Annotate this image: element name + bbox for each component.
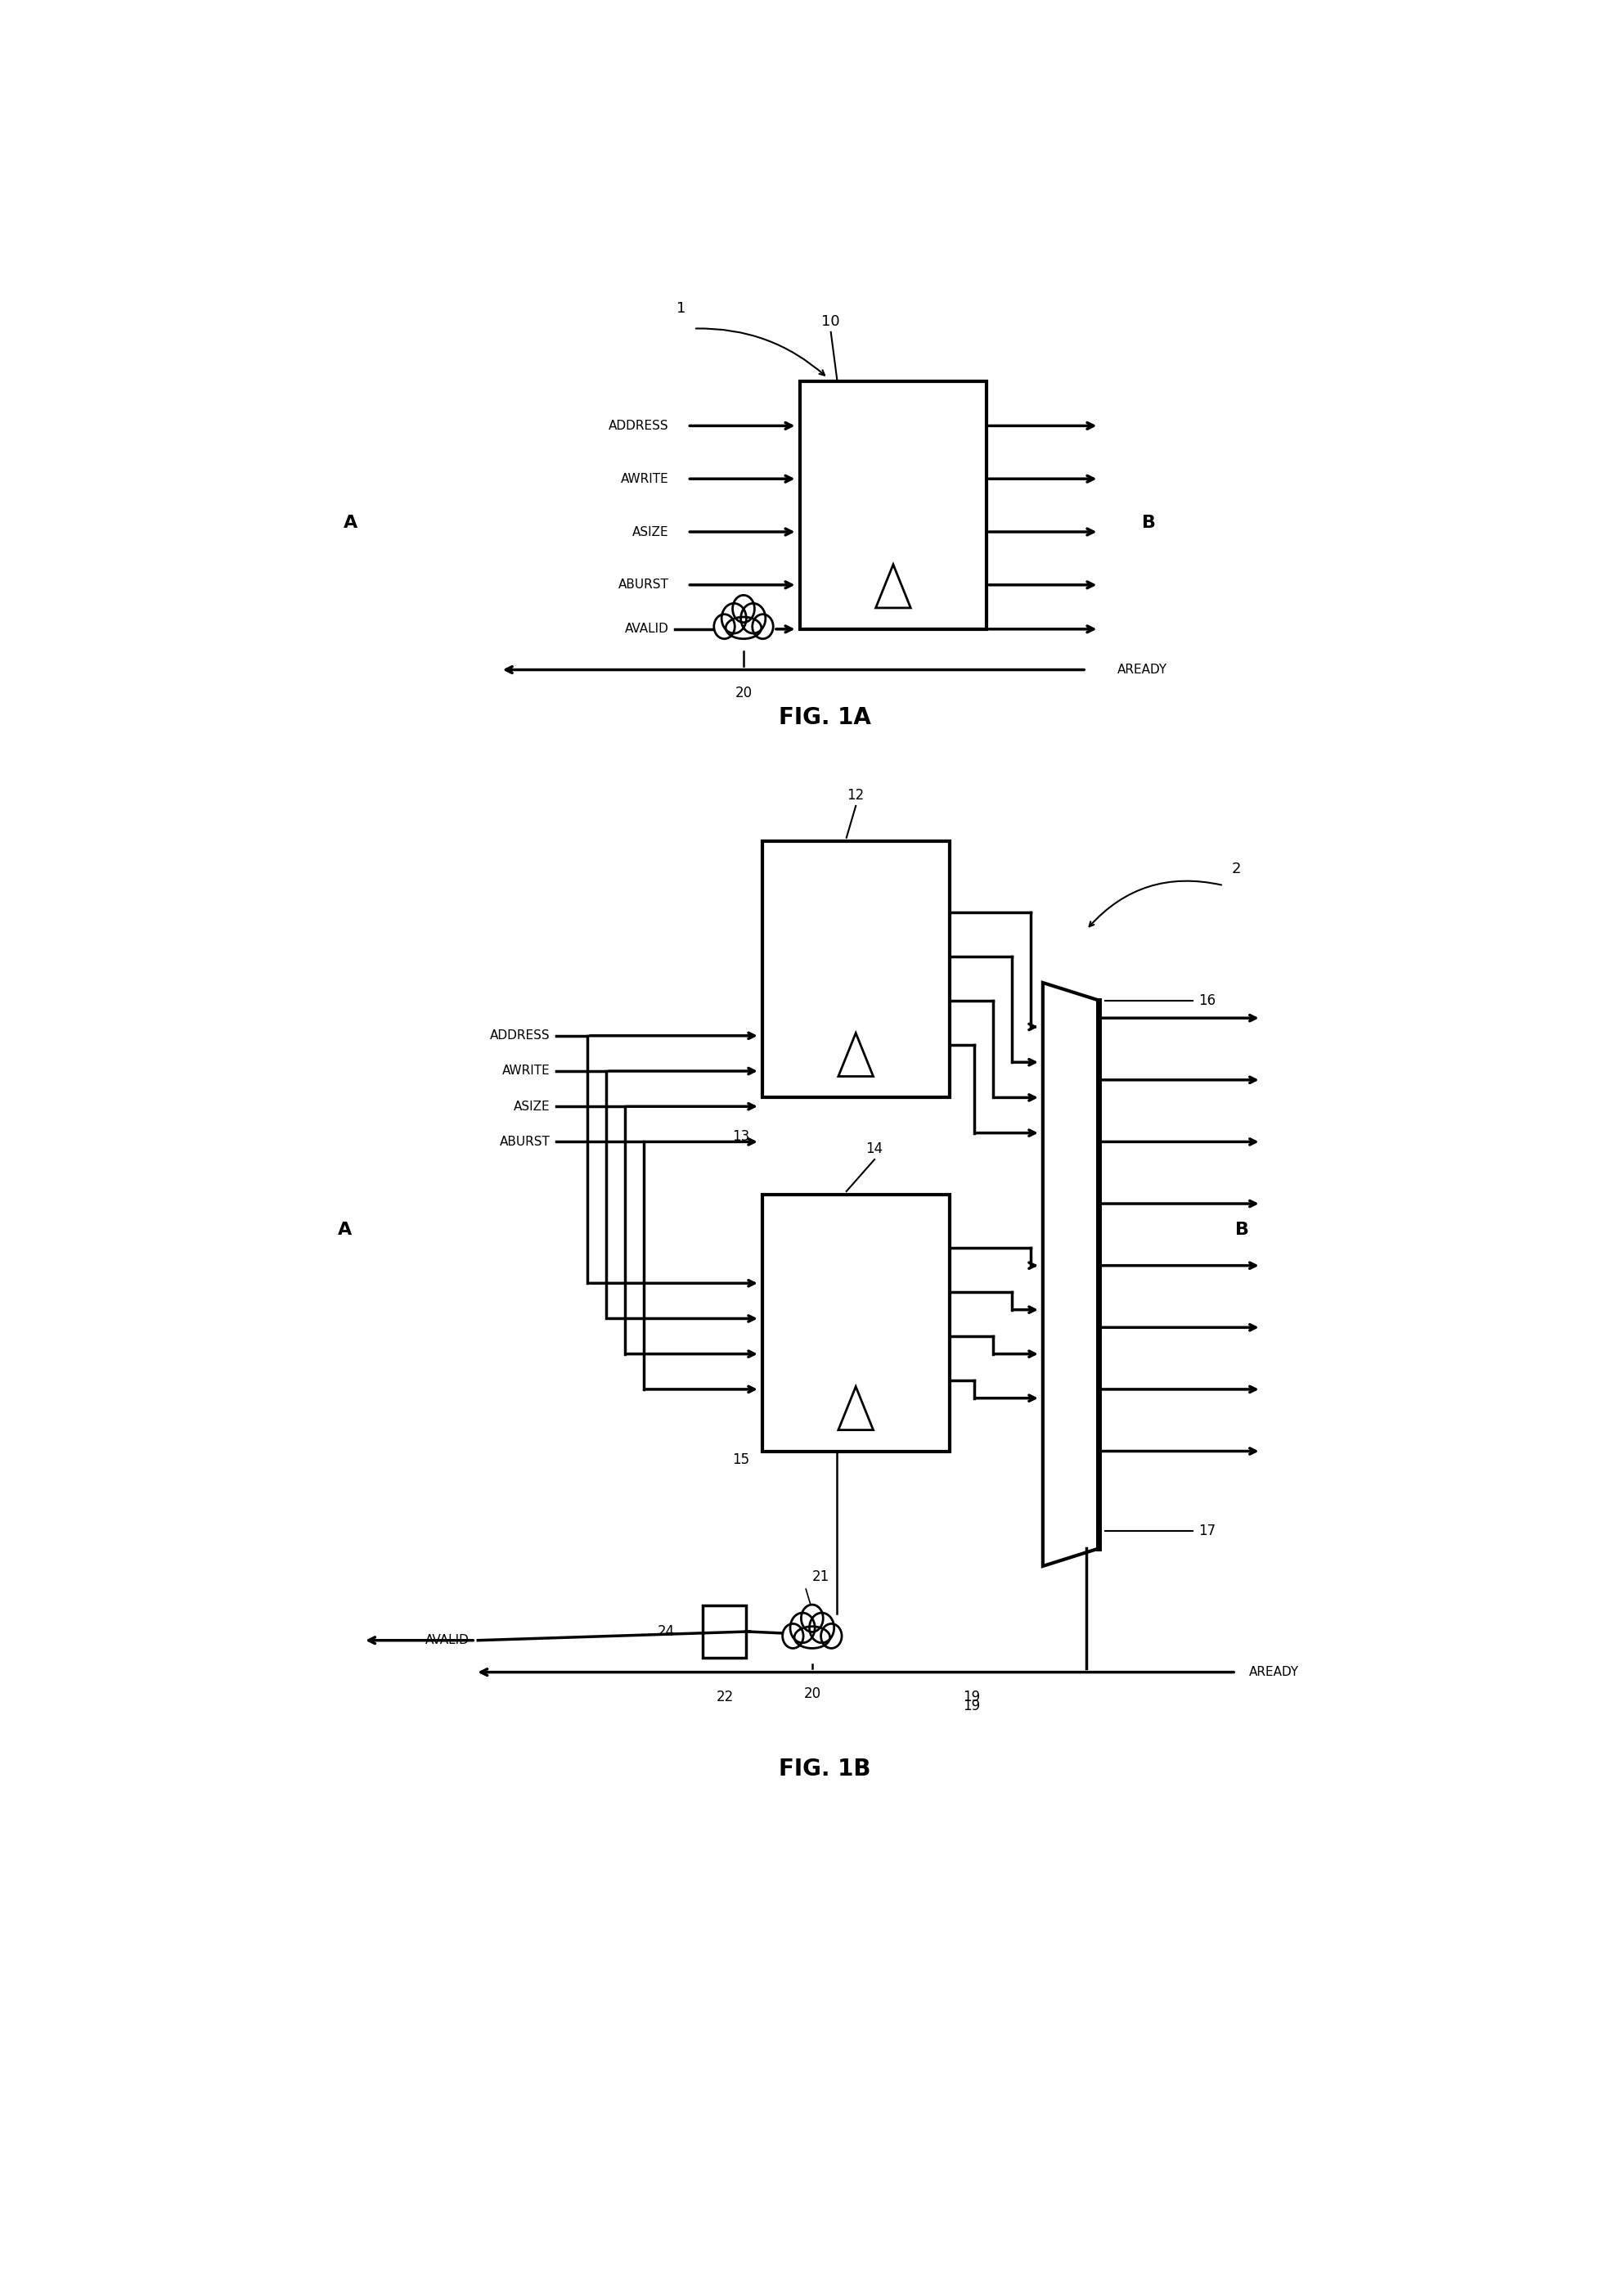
Text: B: B [1236, 1221, 1249, 1238]
Text: B: B [1142, 514, 1155, 530]
Text: FIG. 1B: FIG. 1B [779, 1759, 870, 1782]
Text: 24: 24 [658, 1623, 674, 1639]
Ellipse shape [753, 615, 774, 638]
Text: ADDRESS: ADDRESS [491, 1029, 550, 1042]
Text: FIG. 1A: FIG. 1A [779, 707, 870, 728]
Text: AVALID: AVALID [624, 622, 669, 636]
Ellipse shape [795, 1626, 830, 1649]
Bar [763, 1194, 949, 1451]
Text: AWRITE: AWRITE [502, 1065, 550, 1077]
Ellipse shape [790, 1612, 814, 1644]
Ellipse shape [782, 1623, 803, 1649]
Text: 1: 1 [676, 301, 685, 317]
Text: AVALID: AVALID [425, 1635, 470, 1646]
Text: ASIZE: ASIZE [513, 1100, 550, 1114]
Text: 15: 15 [732, 1453, 750, 1467]
Text: ASIZE: ASIZE [632, 526, 669, 537]
Text: AREADY: AREADY [1118, 664, 1168, 675]
Ellipse shape [809, 1612, 833, 1644]
Text: 2: 2 [1231, 861, 1241, 877]
Text: ADDRESS: ADDRESS [608, 420, 669, 432]
Text: 20: 20 [735, 687, 751, 700]
Text: A: A [344, 514, 357, 530]
Text: 13: 13 [732, 1130, 750, 1143]
Text: 16: 16 [1199, 992, 1216, 1008]
Text: 20: 20 [803, 1685, 821, 1701]
Text: A: A [338, 1221, 352, 1238]
Text: AWRITE: AWRITE [621, 473, 669, 484]
Text: 14: 14 [866, 1141, 883, 1155]
Text: 10: 10 [822, 315, 840, 328]
Ellipse shape [801, 1605, 824, 1632]
Text: 17: 17 [1199, 1522, 1216, 1538]
Ellipse shape [726, 618, 761, 638]
Ellipse shape [721, 604, 747, 634]
Text: ABURST: ABURST [500, 1137, 550, 1148]
Bar [763, 840, 949, 1097]
Bar [703, 1605, 747, 1658]
Ellipse shape [714, 615, 735, 638]
Text: AREADY: AREADY [1249, 1667, 1298, 1678]
Bar [800, 381, 986, 629]
Text: 21: 21 [813, 1568, 830, 1584]
Ellipse shape [821, 1623, 842, 1649]
Text: 12: 12 [846, 788, 864, 801]
Text: 22: 22 [716, 1690, 734, 1704]
Ellipse shape [732, 595, 755, 622]
Ellipse shape [740, 604, 766, 634]
Text: 19: 19 [964, 1699, 980, 1713]
Text: 19: 19 [964, 1690, 980, 1704]
Text: ABURST: ABURST [618, 579, 669, 590]
